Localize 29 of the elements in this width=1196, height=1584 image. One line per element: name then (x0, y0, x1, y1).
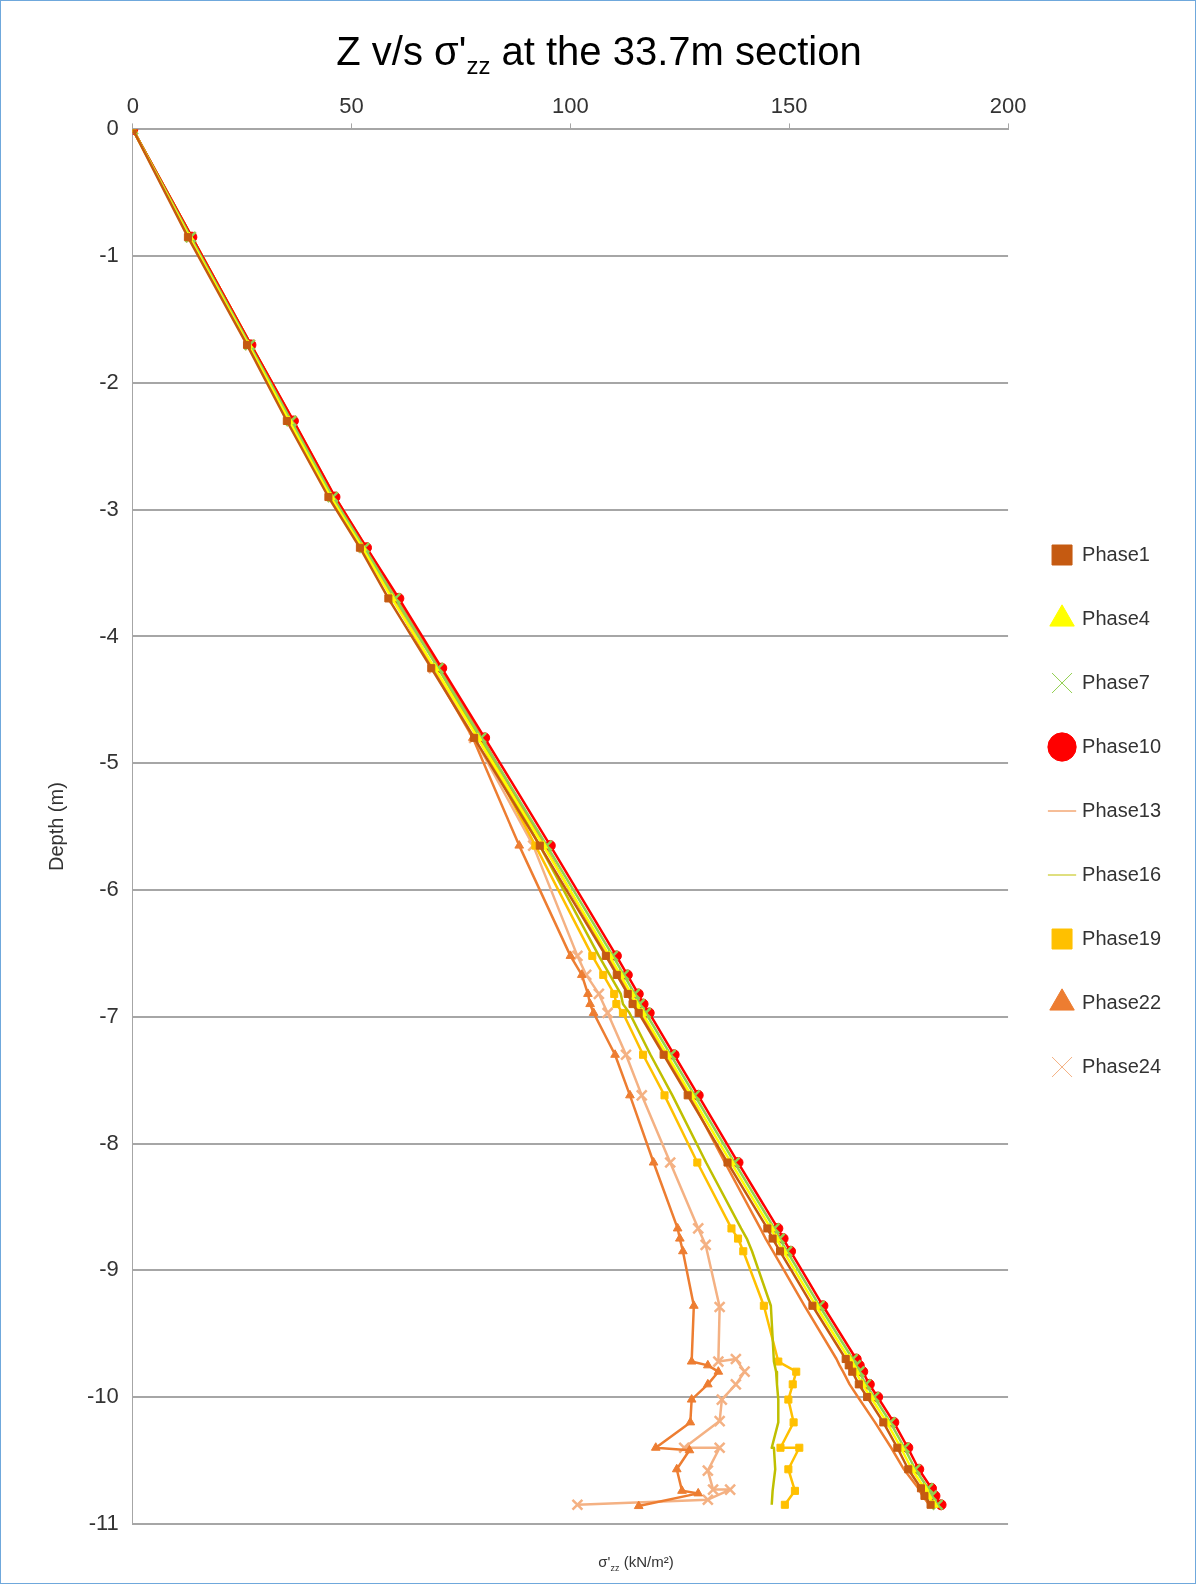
legend-label: Phase13 (1082, 798, 1162, 821)
x-axis-title: σ'$_{zz}$ (kN/m²) (597, 1553, 675, 1573)
legend-label: Phase22 (1082, 990, 1162, 1013)
y-tick-label: -10 (87, 1383, 119, 1409)
y-axis-title: Depth (m) (44, 782, 67, 872)
y-tick-label: -2 (99, 368, 119, 394)
legend-label: Phase16 (1082, 862, 1162, 885)
legend-label: Phase7 (1082, 670, 1150, 693)
y-tick-label: -1 (99, 242, 119, 268)
y-tick-label: -9 (99, 1256, 119, 1282)
x-tick-label: 50 (339, 93, 364, 119)
x-tick-label: 150 (770, 93, 808, 119)
legend-label: Phase4 (1082, 606, 1150, 629)
y-tick-label: -5 (99, 749, 119, 775)
legend-label: Phase1 (1082, 542, 1150, 565)
y-tick-label: -8 (99, 1129, 119, 1155)
x-tick-label: 100 (552, 93, 589, 119)
y-tick-label: -11 (88, 1509, 119, 1535)
y-tick-label: 0 (106, 115, 119, 141)
legend-label: Phase24 (1082, 1054, 1162, 1077)
y-tick-label: -3 (99, 495, 119, 521)
chart-title: Z v/s σ'$_{zz}$ at the 33.7m section (335, 29, 863, 80)
y-tick-label: -7 (99, 1002, 119, 1028)
x-tick-label: 200 (989, 93, 1027, 119)
legend-label: Phase19 (1082, 926, 1162, 949)
legend-label: Phase10 (1082, 734, 1162, 757)
x-tick-label: 0 (126, 93, 139, 119)
y-tick-label: -4 (99, 622, 119, 648)
y-tick-label: -6 (99, 876, 119, 902)
